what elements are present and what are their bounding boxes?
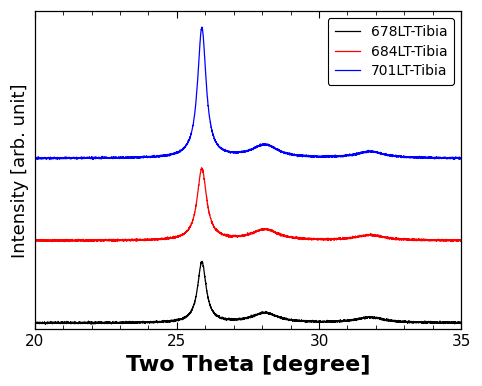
701LT-Tibia: [32, 155, 38, 160]
684LT-Tibia: [445, 238, 451, 242]
701LT-Tibia: [235, 150, 241, 155]
701LT-Tibia: [214, 142, 220, 147]
678LT-Tibia: [458, 319, 464, 324]
678LT-Tibia: [88, 322, 94, 327]
678LT-Tibia: [342, 318, 348, 322]
678LT-Tibia: [199, 259, 205, 264]
678LT-Tibia: [235, 317, 241, 322]
684LT-Tibia: [342, 235, 348, 240]
Line: 701LT-Tibia: 701LT-Tibia: [35, 27, 461, 159]
701LT-Tibia: [424, 155, 430, 160]
Legend: 678LT-Tibia, 684LT-Tibia, 701LT-Tibia: 678LT-Tibia, 684LT-Tibia, 701LT-Tibia: [328, 18, 454, 85]
678LT-Tibia: [445, 320, 451, 325]
684LT-Tibia: [32, 237, 38, 242]
701LT-Tibia: [211, 135, 217, 140]
684LT-Tibia: [235, 234, 241, 239]
Line: 684LT-Tibia: 684LT-Tibia: [35, 168, 461, 242]
678LT-Tibia: [32, 321, 38, 326]
Y-axis label: Intensity [arb. unit]: Intensity [arb. unit]: [11, 83, 29, 257]
684LT-Tibia: [424, 238, 430, 243]
684LT-Tibia: [199, 166, 204, 170]
701LT-Tibia: [445, 156, 451, 160]
678LT-Tibia: [211, 311, 217, 315]
684LT-Tibia: [214, 228, 220, 232]
701LT-Tibia: [458, 155, 464, 160]
684LT-Tibia: [50, 239, 55, 244]
701LT-Tibia: [199, 25, 205, 29]
701LT-Tibia: [342, 154, 348, 159]
X-axis label: Two Theta [degree]: Two Theta [degree]: [126, 355, 370, 375]
678LT-Tibia: [214, 313, 220, 318]
701LT-Tibia: [47, 157, 53, 162]
678LT-Tibia: [424, 320, 430, 324]
684LT-Tibia: [211, 224, 217, 229]
Line: 678LT-Tibia: 678LT-Tibia: [35, 261, 461, 324]
684LT-Tibia: [458, 239, 464, 243]
